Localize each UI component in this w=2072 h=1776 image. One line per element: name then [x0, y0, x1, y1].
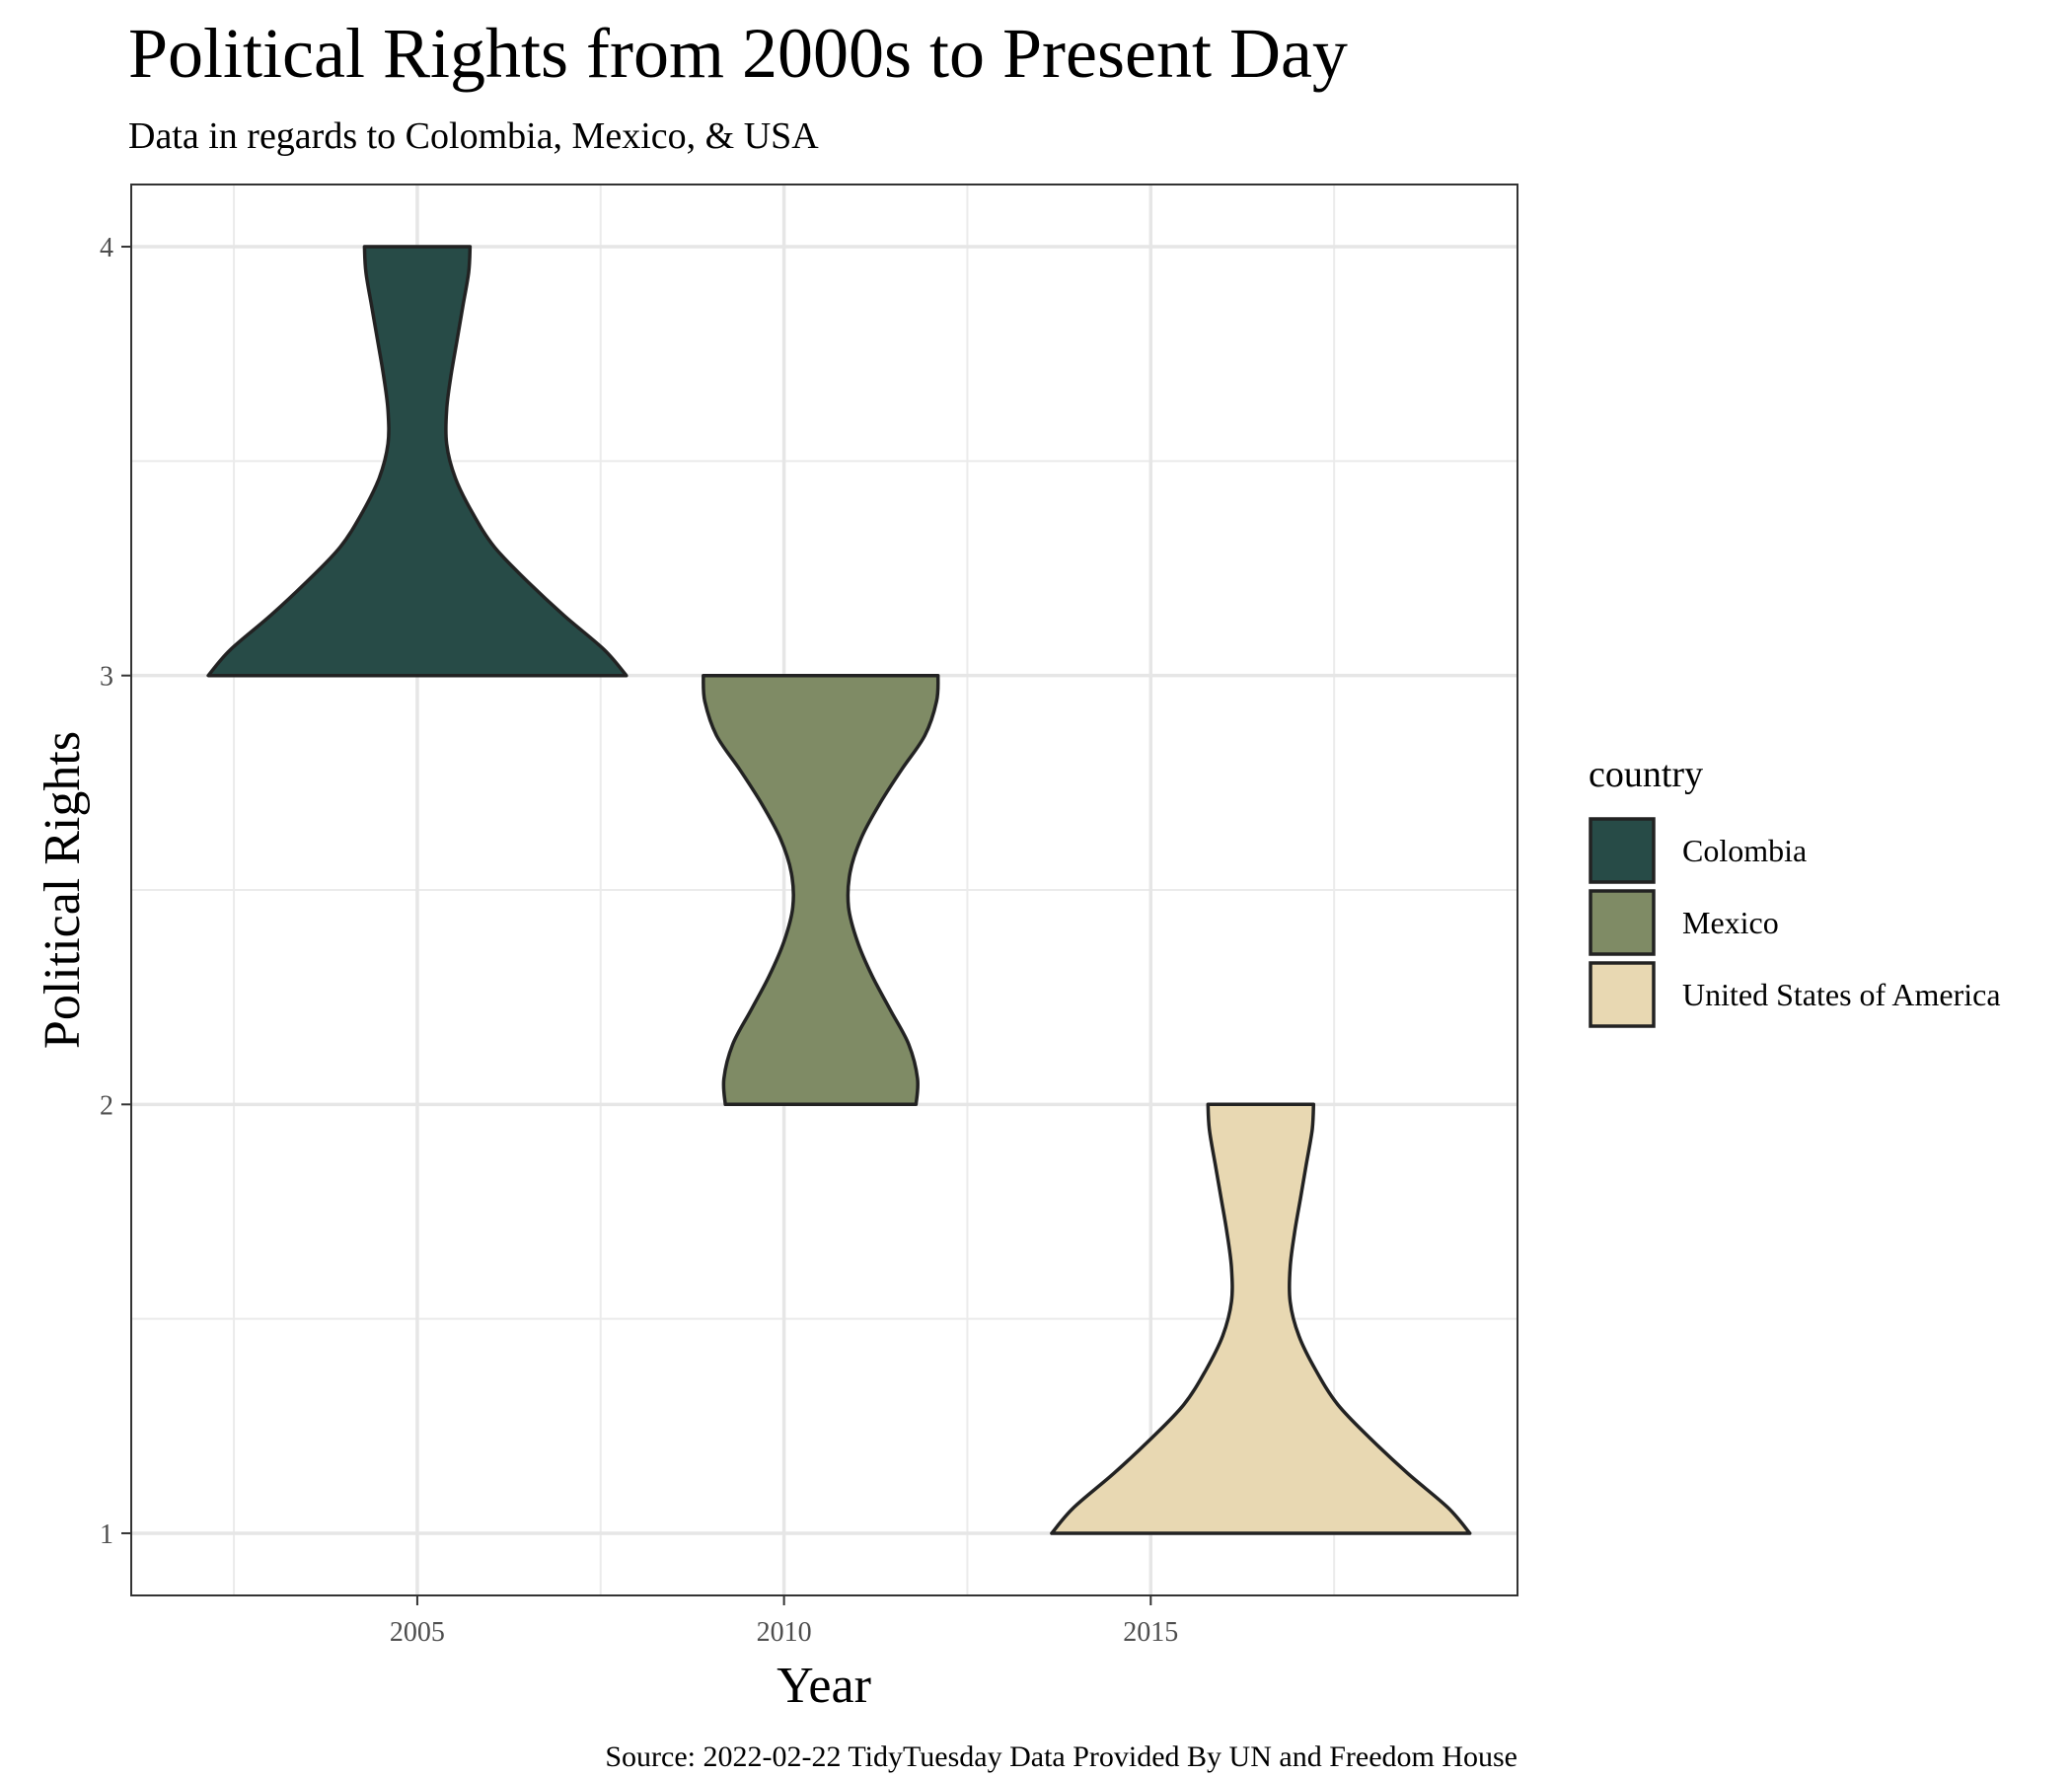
chart-subtitle: Data in regards to Colombia, Mexico, & U… — [128, 115, 819, 157]
panel-border — [130, 184, 1518, 1596]
x-tick-label: 2010 — [757, 1617, 812, 1648]
violin-colombia — [206, 245, 629, 678]
legend-key — [1589, 817, 1656, 884]
x-axis-title: Year — [777, 1658, 871, 1714]
legend-key — [1589, 961, 1656, 1028]
y-axis: 1 2 3 4 — [100, 233, 131, 1550]
y-axis-title: Political Rights — [35, 731, 91, 1049]
legend-title: country — [1589, 754, 1703, 795]
x-tick-label: 2005 — [390, 1617, 445, 1648]
legend-key — [1589, 889, 1656, 956]
legend-label: United States of America — [1682, 977, 2001, 1012]
x-tick-label: 2015 — [1123, 1617, 1178, 1648]
legend: country Colombia Mexico United States of A… — [1589, 754, 2001, 1028]
y-tick-label: 4 — [100, 233, 113, 263]
y-tick-label: 1 — [100, 1519, 113, 1550]
violin-layer — [206, 245, 1472, 1535]
chart-title: Political Rights from 2000s to Present D… — [128, 14, 1348, 93]
violin-mexico — [702, 673, 940, 1107]
y-tick-label: 3 — [100, 662, 113, 693]
x-axis: 2005 2010 2015 — [390, 1595, 1178, 1648]
plot-panel — [130, 184, 1518, 1596]
legend-label: Colombia — [1682, 833, 1807, 868]
chart-caption: Source: 2022-02-22 TidyTuesday Data Prov… — [605, 1740, 1517, 1773]
violin-united-states-of-america — [1050, 1102, 1472, 1535]
y-tick-label: 2 — [100, 1090, 113, 1121]
legend-label: Mexico — [1682, 905, 1779, 940]
